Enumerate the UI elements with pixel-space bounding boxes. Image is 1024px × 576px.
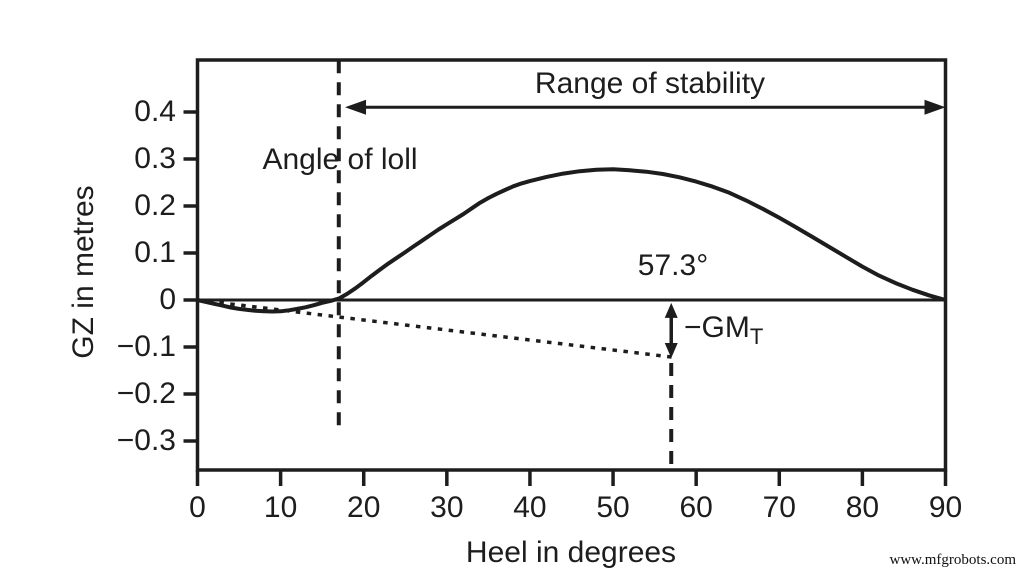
x-tick-label-90: 90 (928, 491, 963, 524)
y-tick-label-−0.1: −0.1 (116, 330, 176, 363)
gm-arrow-top-head (664, 302, 678, 318)
y-tick-label-0.4: 0.4 (134, 95, 176, 128)
x-tick-label-70: 70 (762, 491, 796, 524)
range-arrow-right-head (924, 99, 946, 115)
x-tick-label-60: 60 (679, 491, 713, 524)
x-axis-title: Heel in degrees (465, 536, 677, 569)
x-tick-label-50: 50 (596, 491, 630, 524)
x-tick-label-30: 30 (430, 491, 464, 524)
y-tick-label-0.1: 0.1 (134, 236, 176, 269)
gm-tangent-line-path (197, 298, 674, 360)
minus-gm-label-subscript: T (749, 324, 764, 349)
y-axis-title: GZ in metres (67, 185, 100, 359)
minus-gm-label: −GMT (684, 311, 763, 348)
x-tick-label-10: 10 (263, 491, 298, 524)
gz-curve-path (197, 167, 947, 314)
y-tick-label-−0.2: −0.2 (116, 377, 176, 410)
plot-border (195, 58, 948, 472)
angle-of-loll-label: Angle of loll (262, 143, 418, 176)
range-arrow-left-head (345, 99, 367, 115)
gm-arrow-bottom-head (664, 343, 678, 359)
y-tick-label-−0.3: −0.3 (116, 424, 176, 457)
y-tick-label-0.2: 0.2 (134, 189, 176, 222)
minus-gm-label-main: −GM (684, 311, 750, 344)
range-of-stability-label: Range of stability (534, 67, 766, 100)
critical-angle-57-3-label: 57.3° (637, 249, 709, 282)
y-tick-label-0.3: 0.3 (134, 142, 176, 175)
x-tick-label-40: 40 (513, 491, 547, 524)
x-tick-label-80: 80 (845, 491, 880, 524)
x-tick-label-0: 0 (189, 491, 206, 524)
y-tick-label-0: 0 (159, 283, 176, 316)
x-tick-label-20: 20 (347, 491, 381, 524)
watermark-url-text: www.mfgrobots.com (889, 552, 1016, 568)
